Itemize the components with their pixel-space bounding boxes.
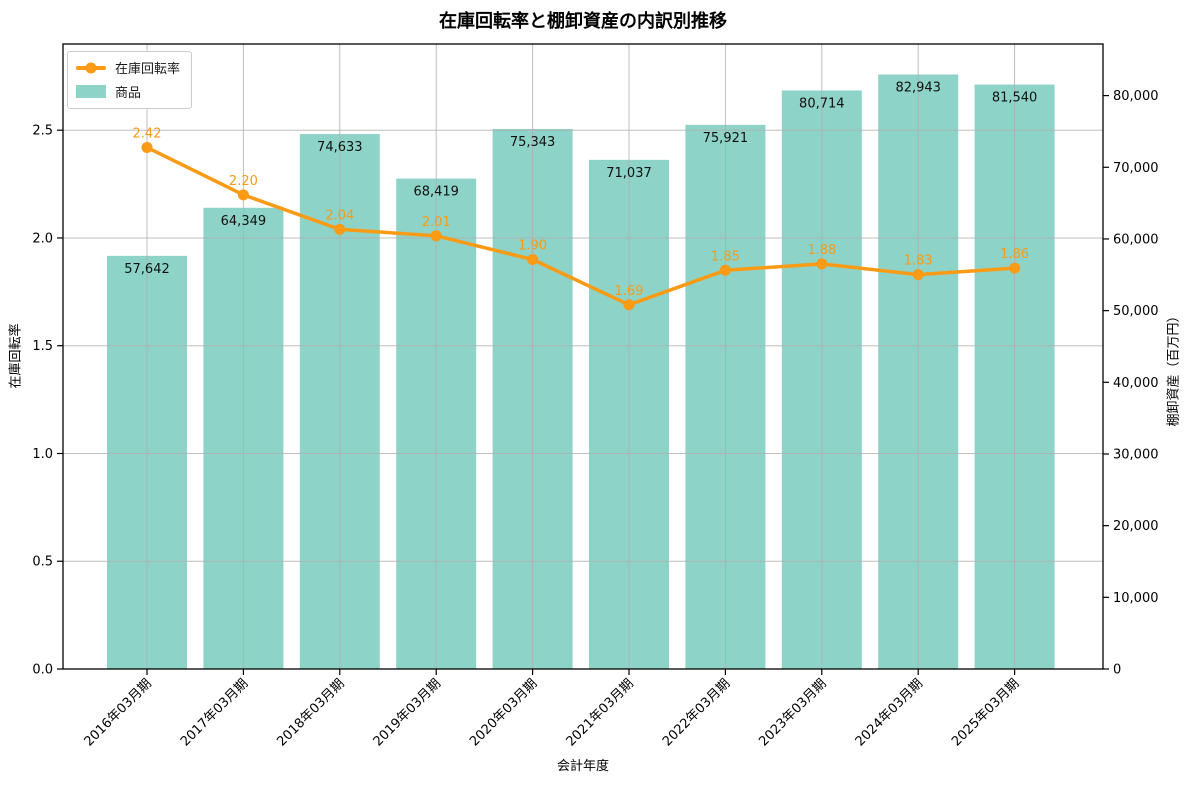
left-tick-label: 1.5 [32,339,53,354]
line-series-legend-swatch [76,62,106,74]
plot-border [62,43,1104,670]
legend-label-goods: 商品 [115,86,142,101]
x-tick-label: 2017年03月期 [178,676,251,749]
legend-label-turnover: 在庫回転率 [115,62,181,77]
line-marker [334,223,346,235]
x-tick-label: 2016年03月期 [82,676,155,749]
bar-value-labels: 57,642 64,349 74,633 68,419 75,343 71,037 75,9… [124,81,1037,277]
line-marker [623,299,635,311]
gridlines [63,44,1103,669]
line-series: 2.42 2.20 2.04 2.01 1.90 1.69 1.85 1.88 1.83 1.86 [133,126,1029,311]
bar-value-label: 75,921 [703,131,749,146]
bar-value-label: 68,419 [413,185,459,200]
x-tick-label: 2023年03月期 [756,676,829,749]
right-tick-label: 30,000 [1113,447,1159,462]
x-tick-label: 2018年03月期 [274,676,347,749]
line-marker [237,189,249,201]
y-axis-label-left: 在庫回転率 [8,323,24,389]
line-swatch-marker-icon [85,62,97,73]
bar-value-label: 82,943 [895,81,941,96]
x-tick-label: 2024年03月期 [853,676,926,749]
line-marker [719,264,731,276]
x-tick-label: 2019年03月期 [371,676,444,749]
left-tick-label: 0.5 [32,555,53,570]
line-marker [912,269,924,281]
line-marker [816,258,828,270]
left-tick-label: 1.0 [32,447,53,462]
x-tick-label: 2025年03月期 [949,676,1022,749]
bar-value-label: 57,642 [124,262,170,277]
bar-value-label: 81,540 [992,91,1038,106]
x-tick-label: 2021年03月期 [564,676,637,749]
line-value-label: 1.83 [904,254,933,269]
y-axis-label-right: 棚卸資産（百万円） [1166,309,1182,427]
line-value-label: 1.90 [518,239,547,254]
line-value-label: 1.88 [807,243,836,258]
bar-series-legend-swatch [76,85,106,98]
line-value-label: 2.01 [422,215,451,230]
line-marker [430,230,442,242]
right-tick-label: 50,000 [1113,304,1159,319]
chart-title: 在庫回転率と棚卸資産の内訳別推移 [439,11,727,32]
legend-item-turnover: 在庫回転率 [76,58,180,77]
line-value-label: 2.20 [229,174,258,189]
left-tick-label: 2.0 [32,231,53,246]
line-marker [141,141,153,153]
right-tick-label: 40,000 [1113,376,1159,391]
left-tick-label: 2.5 [32,124,53,139]
legend: 在庫回転率 商品 [67,51,193,109]
right-tick-label: 20,000 [1113,519,1159,534]
x-tick-label: 2022年03月期 [660,676,733,749]
right-tick-label: 80,000 [1113,89,1159,104]
right-tick-label: 0 [1113,663,1121,678]
bar-value-label: 74,633 [317,140,363,155]
bar-value-label: 71,037 [606,166,652,181]
bar-value-label: 64,349 [221,214,267,229]
line-value-label: 1.86 [1000,247,1029,262]
line-value-label: 2.04 [325,208,354,223]
line-marker [527,254,539,266]
left-tick-label: 0.0 [32,663,53,678]
right-tick-label: 10,000 [1113,591,1159,606]
x-tick-label: 2020年03月期 [467,676,540,749]
line-marker [1009,262,1021,274]
right-tick-label: 70,000 [1113,161,1159,176]
spines [62,43,1104,670]
line-path [145,145,1017,307]
legend-item-goods: 商品 [76,82,180,101]
line-value-label: 1.85 [711,249,740,264]
line-value-label: 2.42 [133,126,162,141]
x-axis-label: 会計年度 [556,759,610,774]
bar-value-label: 80,714 [799,96,845,111]
bar-series [107,74,1055,670]
line-value-label: 1.69 [615,284,644,299]
bar-value-label: 75,343 [510,135,556,150]
right-tick-label: 60,000 [1113,232,1159,247]
